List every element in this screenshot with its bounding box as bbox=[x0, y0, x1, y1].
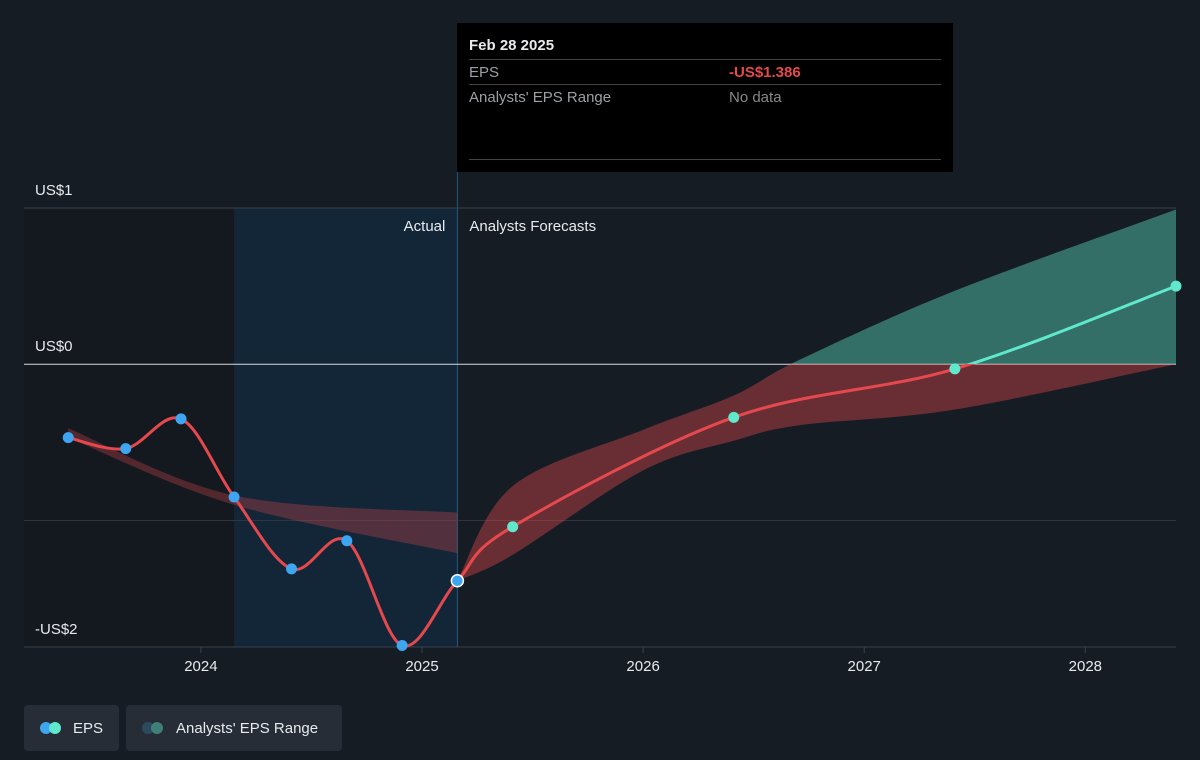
tooltip-label: EPS bbox=[469, 63, 500, 81]
legend-label: EPS bbox=[72, 719, 103, 737]
y-tick-label: US$1 bbox=[35, 182, 73, 199]
x-tick-label: 2024 bbox=[184, 658, 217, 675]
range-band bbox=[68, 428, 458, 554]
x-tick-label: 2025 bbox=[405, 658, 438, 675]
region-label: Actual bbox=[404, 218, 446, 235]
y-tick-label: -US$2 bbox=[35, 621, 78, 638]
tooltip-date: Feb 28 2025 bbox=[469, 37, 555, 54]
past-region bbox=[24, 208, 235, 647]
eps-point bbox=[507, 521, 519, 533]
eps-point bbox=[228, 491, 240, 503]
tooltip-value: -US$1.386 bbox=[729, 63, 801, 81]
region-label: Analysts Forecasts bbox=[469, 218, 596, 235]
eps-point bbox=[450, 574, 465, 588]
y-tick-label: US$0 bbox=[35, 338, 73, 355]
tooltip-value: No data bbox=[729, 88, 782, 106]
eps-point bbox=[341, 535, 353, 547]
eps-point bbox=[120, 443, 132, 455]
tooltip-label: Analysts' EPS Range bbox=[469, 88, 612, 106]
x-tick-label: 2026 bbox=[626, 658, 659, 675]
legend-swatch bbox=[142, 722, 166, 734]
tooltip-row: Analysts' EPS Range No data bbox=[469, 84, 941, 109]
x-tick-label: 2027 bbox=[848, 658, 881, 675]
eps-point bbox=[175, 413, 187, 425]
eps-point bbox=[1170, 280, 1182, 292]
tooltip-row: EPS -US$1.386 bbox=[469, 59, 941, 84]
eps-point bbox=[728, 411, 740, 423]
eps-point bbox=[396, 639, 408, 651]
legend-eps[interactable]: EPS bbox=[24, 705, 119, 751]
x-tick-label: 2028 bbox=[1069, 658, 1102, 675]
actual-region bbox=[234, 208, 458, 647]
tooltip: Feb 28 2025 EPS -US$1.386 Analysts' EPS … bbox=[457, 23, 953, 172]
eps-point bbox=[949, 363, 961, 375]
eps-point bbox=[62, 432, 74, 444]
tooltip-divider bbox=[469, 159, 941, 160]
legend-range[interactable]: Analysts' EPS Range bbox=[126, 705, 342, 751]
eps-line bbox=[67, 284, 1177, 648]
eps-point bbox=[286, 563, 298, 575]
chart: Actual Analysts Forecasts US$1 US$0 -US$2 202… bbox=[24, 172, 1182, 675]
legend-swatch bbox=[40, 722, 63, 734]
legend-label: Analysts' EPS Range bbox=[176, 719, 319, 737]
